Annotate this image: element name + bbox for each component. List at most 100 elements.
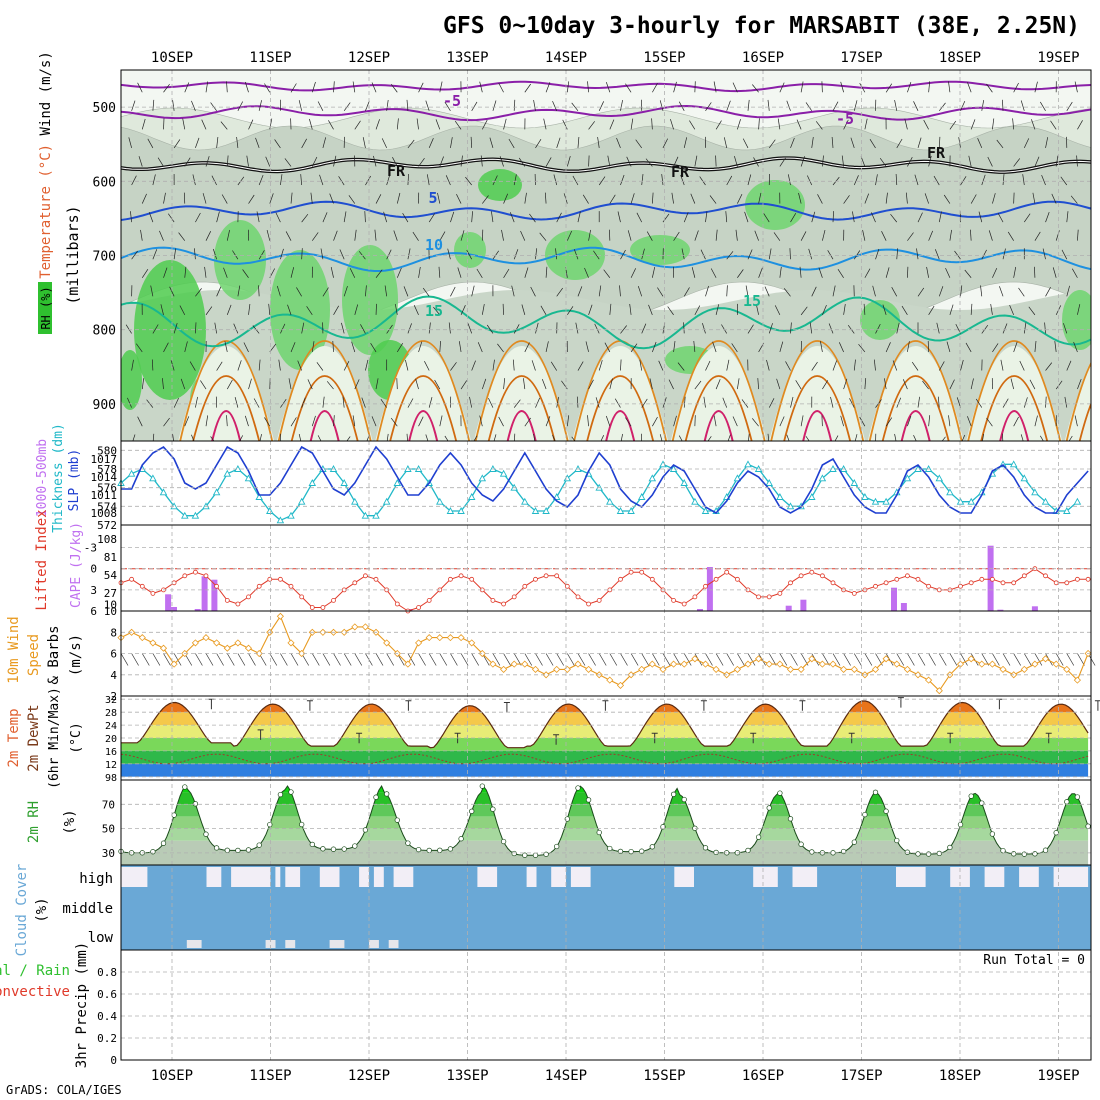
profile-pressure-label-text: (millibars) (64, 205, 82, 304)
wind-speed-point (457, 634, 465, 642)
wind-barb (627, 230, 632, 241)
wind-barb (840, 81, 844, 93)
wind-barb (896, 138, 903, 149)
wind-barb (617, 211, 621, 223)
wind-barb (572, 175, 579, 186)
li-point (692, 594, 698, 600)
wind-barb (330, 267, 334, 278)
wind-barb (996, 139, 1004, 149)
wind-speed-point (701, 660, 710, 668)
wind-barb (265, 156, 271, 167)
rh-point (1000, 847, 1006, 854)
li-point (1043, 573, 1048, 579)
isotherm-label: 15 (425, 302, 443, 320)
isotherm-label: FR (387, 162, 406, 180)
wind-tick: 6 (110, 648, 117, 661)
wind-barb (967, 82, 972, 93)
wind-barb (609, 303, 612, 315)
wind-barb (373, 155, 377, 167)
li-point (724, 569, 730, 575)
rh-point (213, 845, 220, 851)
thickness-point (818, 474, 827, 482)
li-point (1011, 580, 1017, 586)
wind-barb (307, 379, 313, 390)
wind-barb (1028, 306, 1036, 316)
rh-key-swatch (38, 282, 52, 334)
wind-speed-point (138, 634, 146, 642)
wind-barb (489, 137, 494, 149)
isotherm-30-arch (211, 410, 242, 441)
wind-barb (202, 193, 207, 204)
wind-barb (266, 230, 271, 241)
wind-barb (603, 269, 611, 278)
date-label-top: 10SEP (151, 50, 193, 66)
wind-barb (659, 434, 663, 441)
li-point (820, 573, 825, 579)
wind-barb (694, 305, 701, 316)
wind-barb (800, 415, 804, 427)
isotherm-20-arch (474, 340, 569, 441)
wind-barb (141, 118, 146, 130)
wind-barb-10m (152, 653, 161, 666)
wind-barb (763, 213, 770, 223)
wind-barb (280, 399, 287, 408)
wind-barb (936, 322, 940, 334)
wind-barb-10m (747, 653, 756, 666)
wind-barb (1054, 341, 1057, 353)
wind-barb (380, 399, 387, 408)
wind-barb (354, 229, 357, 241)
wind-barb (375, 119, 380, 130)
wind-barb (306, 306, 313, 316)
wind-barb (907, 81, 912, 93)
wind-barb (890, 213, 898, 223)
wind-barb (192, 174, 196, 186)
wind-barb (375, 378, 379, 390)
wind-barb (237, 360, 242, 371)
wind-barb (745, 285, 749, 297)
wind-barb (1039, 101, 1046, 111)
wind-barb (860, 156, 866, 167)
wind-barb (938, 136, 941, 148)
wind-barb-10m (439, 653, 448, 666)
wind-barb (726, 285, 728, 297)
wind-barb (243, 342, 249, 353)
wind-barb (244, 81, 249, 93)
wind-barb (924, 193, 929, 204)
wind-barb (800, 156, 805, 167)
wind-barb (840, 415, 844, 427)
wind-barb (690, 193, 696, 204)
wind-barb (626, 156, 632, 167)
temp-min-marker (257, 729, 264, 740)
wind-barb (657, 287, 664, 297)
wind-barb (1051, 193, 1057, 204)
wind-barb (191, 100, 196, 111)
wind-speed-point (648, 660, 656, 668)
wind-barb (131, 175, 137, 186)
wind-barb (1077, 120, 1083, 130)
date-label-top: 11SEP (249, 50, 291, 66)
rh-point (299, 821, 305, 828)
cloud-low-patch (369, 940, 379, 948)
temp-label-2: 2m DewPt (26, 704, 42, 771)
cloud-high-gap (1019, 867, 1039, 887)
thickness-tick: 574 (97, 500, 117, 513)
wind-barb (361, 397, 366, 408)
wind-barb (248, 194, 255, 204)
wind-barb (439, 156, 444, 167)
wind-barb (946, 341, 951, 353)
wind-barb (752, 84, 759, 93)
cloud-label-text: Cloud Cover (14, 864, 30, 957)
wind-barb-10m (758, 653, 766, 666)
rh-point (288, 789, 294, 795)
wind-barb (386, 249, 392, 260)
wind-speed-point (1041, 655, 1050, 663)
wind-barb (556, 396, 559, 408)
isotherm-20-arch (277, 340, 372, 441)
wind-speed-point (500, 665, 508, 673)
thickness-point (903, 474, 912, 482)
wind-label-2-part: Speed (26, 634, 42, 676)
cape-bar (800, 599, 807, 611)
precip-axis-label-part: 3hr Precip (mm) (74, 942, 90, 1068)
